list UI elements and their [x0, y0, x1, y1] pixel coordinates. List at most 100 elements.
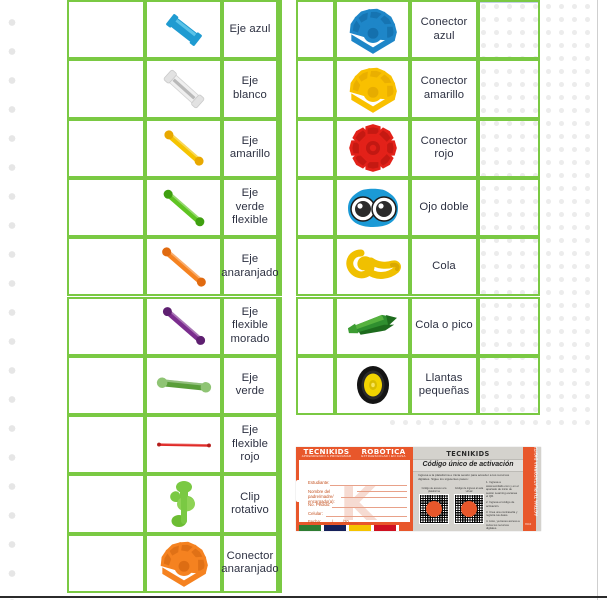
checkbox-cell[interactable]: [67, 474, 145, 534]
quantity-cell[interactable]: [478, 59, 540, 119]
quantity-cell[interactable]: [478, 355, 540, 416]
logo-robotica: ROBÓTICA EXTRAESCOLAR / EN CASA: [356, 448, 411, 459]
rotating-clip-icon: [145, 474, 222, 534]
checkbox-cell[interactable]: [67, 59, 145, 119]
quantity-cell[interactable]: [278, 59, 282, 119]
checkbox-cell[interactable]: [67, 177, 145, 238]
card-color-bars: [299, 525, 411, 531]
quantity-cell[interactable]: [278, 296, 282, 356]
quantity-cell[interactable]: [278, 533, 282, 593]
quantity-cell[interactable]: [278, 355, 282, 416]
logo-tecnikids-tagline: APRENDIENDO A PROGRAMAR: [301, 454, 352, 459]
quantity-cell[interactable]: [478, 177, 540, 238]
quantity-cell[interactable]: [478, 296, 540, 356]
checkbox-cell[interactable]: [67, 415, 145, 475]
checkbox-cell[interactable]: [296, 59, 335, 119]
checkbox-cell[interactable]: [67, 118, 145, 178]
quantity-cell[interactable]: [278, 237, 282, 297]
card-color-bar: [346, 525, 349, 531]
part-name-label: Eje verde: [222, 355, 278, 416]
activation-step: 2. Ingresa el código de activación.: [486, 500, 515, 508]
card-side-strip-code: V3.0: [525, 522, 532, 526]
connector-blue-icon: [335, 0, 410, 60]
quantity-cell[interactable]: [278, 415, 282, 475]
quantity-cell[interactable]: [478, 118, 540, 178]
axle-green-icon: [145, 355, 222, 416]
quantity-cell[interactable]: [478, 0, 540, 60]
quantity-cell[interactable]: [278, 118, 282, 178]
qr-code-block-platform[interactable]: Código de acceso a la plataforma: [419, 487, 449, 524]
quantity-cell[interactable]: [478, 237, 540, 297]
checkbox-cell[interactable]: [296, 296, 335, 356]
part-name-label: Cola: [410, 237, 478, 297]
part-name-label: Clip rotativo: [222, 474, 278, 534]
field-line-pedido: [332, 506, 407, 508]
logo-tecnikids-text: TECNIKIDS: [303, 448, 350, 457]
checkbox-cell[interactable]: [67, 533, 145, 593]
page-right-edge-line: [597, 0, 598, 600]
card-right-title: Código único de activación: [422, 460, 514, 468]
card-right-title-band: [413, 459, 523, 472]
checkbox-cell[interactable]: [296, 118, 335, 178]
part-name-label: Llantas pequeñas: [410, 355, 478, 416]
card-right-instructions: Ingresa a la plataforma e inicia sesión …: [418, 473, 510, 481]
connector-orange-icon: [145, 533, 222, 593]
part-name-label: Conector azul: [410, 0, 478, 60]
part-name-label: Ojo doble: [410, 177, 478, 238]
checkbox-cell[interactable]: [296, 177, 335, 238]
card-activation-steps: 1. Ingresa a www.tecnikids.com y en el a…: [486, 480, 520, 531]
checkbox-cell[interactable]: [296, 0, 335, 60]
checkbox-cell[interactable]: [67, 237, 145, 297]
qr-caption-classroom: Código de ingreso al aula virtual: [454, 487, 484, 493]
activation-card-left-panel: K Estudiante: Nombre del padre/madre/ en…: [296, 447, 413, 531]
connector-yellow-icon: [335, 59, 410, 119]
field-label-fecha: Fecha: ____/____/20____: [308, 519, 359, 524]
part-name-label: Eje blanco: [222, 59, 278, 119]
card-side-strip: ACTIVA TU PLATAFORMA DIGITAL V3.0: [523, 447, 539, 531]
qr-code-block-classroom[interactable]: Código de ingreso al aula virtual: [454, 487, 484, 524]
card-color-bar: [299, 525, 321, 531]
logo-tecnikids: TECNIKIDS APRENDIENDO A PROGRAMAR: [299, 448, 354, 459]
quantity-cell[interactable]: [278, 474, 282, 534]
axle-green-flexible-icon: [145, 177, 222, 238]
qr-code-platform-icon[interactable]: [419, 494, 449, 524]
logo-robotica-text: ROBÓTICA: [361, 448, 406, 457]
card-color-bar: [349, 525, 371, 531]
part-name-label: Conector anaranjado: [221, 533, 279, 593]
field-line-encargado-2: [341, 496, 407, 498]
quantity-cell[interactable]: [278, 0, 282, 60]
checkbox-cell[interactable]: [296, 237, 335, 297]
activation-step: 4. Listo, ya tienes acceso a todos tus r…: [486, 518, 520, 531]
field-label-celular: Celular:: [308, 511, 323, 516]
activation-card-form-area: K Estudiante: Nombre del padre/madre/ en…: [299, 460, 410, 531]
part-name-label: Cola o pico: [410, 296, 478, 356]
card-color-bar: [324, 525, 346, 531]
page-right-edge: [598, 0, 607, 600]
double-eye-icon: [335, 177, 410, 238]
activation-card-right-panel: TECNIKIDS Código único de activación Ing…: [413, 447, 523, 531]
tail-icon: [335, 237, 410, 297]
activation-step: 1. Ingresa a www.tecnikids.com y en el a…: [486, 480, 519, 499]
axle-red-flexible-icon: [145, 415, 222, 475]
field-label-estudiante: Estudiante:: [308, 480, 330, 485]
tecnikids-watermark-icon: K: [340, 477, 376, 531]
card-color-bar: [374, 525, 396, 531]
field-line-celular: [326, 515, 407, 517]
tail-or-beak-icon: [335, 296, 410, 356]
checkbox-cell[interactable]: [67, 296, 145, 356]
checkbox-cell[interactable]: [296, 355, 335, 416]
axle-orange-icon: [145, 237, 222, 297]
small-wheels-icon: [335, 355, 410, 416]
qr-code-classroom-icon[interactable]: [454, 494, 484, 524]
field-line-encargado-1: [357, 491, 407, 492]
axle-white-icon: [145, 59, 222, 119]
quantity-cell[interactable]: [278, 177, 282, 238]
card-color-bar: [396, 525, 399, 531]
checkbox-cell[interactable]: [67, 355, 145, 416]
checkbox-cell[interactable]: [67, 0, 145, 60]
card-color-bar: [371, 525, 374, 531]
card-color-bar: [321, 525, 324, 531]
field-line-estudiante: [330, 485, 407, 486]
card-color-bar: [399, 525, 411, 531]
part-name-label: Conector rojo: [410, 118, 478, 178]
